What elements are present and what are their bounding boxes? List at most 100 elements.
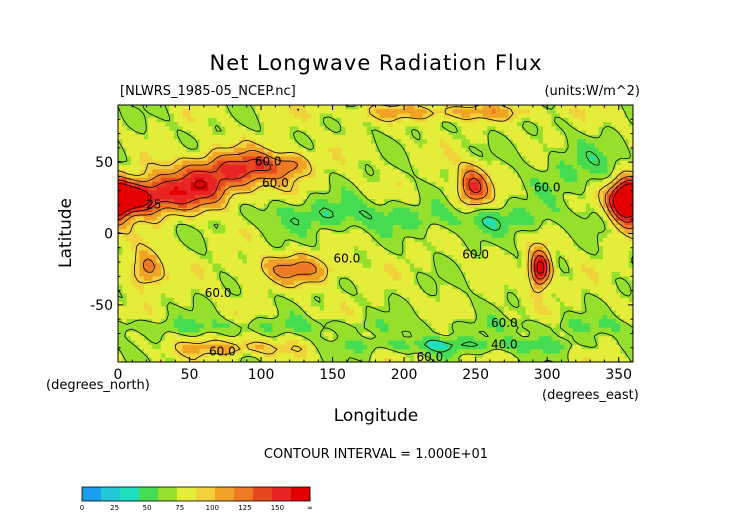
field-cell (499, 160, 505, 166)
field-cell (478, 122, 484, 128)
field-cell (302, 212, 308, 217)
field-cell (551, 242, 557, 247)
field-cell (118, 134, 123, 140)
field-cell (178, 109, 183, 115)
field-cell (581, 182, 587, 187)
field-cell (233, 139, 239, 145)
field-cell (409, 272, 415, 277)
field-cell (311, 233, 317, 239)
field-cell (366, 220, 372, 226)
field-cell (628, 199, 633, 205)
field-cell (392, 220, 398, 226)
field-cell (564, 276, 570, 282)
field-cell (405, 109, 411, 115)
field-cell (392, 199, 398, 205)
field-cell (607, 263, 613, 269)
field-cell (560, 233, 565, 239)
field-cell (542, 134, 548, 140)
field-cell (384, 190, 389, 196)
field-cell (435, 237, 441, 243)
field-cell (221, 117, 226, 123)
field-cell (195, 259, 201, 265)
field-cell (216, 109, 222, 115)
field-cell (268, 199, 274, 205)
field-cell (298, 263, 304, 269)
field-cell (602, 246, 608, 252)
field-cell (225, 169, 231, 175)
field-cell (216, 182, 222, 187)
field-cell (199, 242, 205, 247)
field-cell (405, 186, 411, 192)
field-cell (469, 113, 475, 119)
field-cell (281, 147, 286, 153)
field-cell (422, 250, 428, 256)
field-cell (212, 164, 218, 170)
field-cell (414, 207, 420, 213)
field-cell (276, 152, 282, 157)
field-cell (521, 246, 527, 252)
field-cell (354, 117, 359, 123)
field-cell (148, 186, 153, 192)
field-cell (225, 246, 231, 252)
field-cell (560, 169, 565, 175)
field-cell (525, 143, 531, 149)
field-cell (448, 126, 454, 132)
field-cell (276, 122, 282, 128)
field-cell (345, 186, 351, 192)
field-cell (336, 216, 342, 222)
field-cell (148, 134, 153, 140)
field-cell (186, 203, 192, 209)
field-cell (354, 156, 359, 162)
field-cell (482, 113, 488, 119)
field-cell (341, 220, 347, 226)
field-cell (212, 254, 218, 260)
field-cell (585, 182, 591, 187)
field-cell (530, 122, 535, 128)
field-cell (255, 105, 261, 110)
field-cell (302, 164, 308, 170)
field-cell (448, 203, 454, 209)
field-cell (285, 177, 291, 183)
field-cell (469, 164, 475, 170)
field-cell (298, 224, 304, 230)
field-cell (139, 259, 145, 265)
field-cell (225, 220, 231, 226)
field-cell (345, 194, 351, 200)
field-cell (362, 169, 368, 175)
field-cell (457, 263, 462, 269)
field-cell (122, 259, 128, 265)
field-cell (384, 109, 389, 115)
field-cell (624, 203, 630, 209)
field-cell (203, 139, 209, 145)
field-cell (349, 126, 355, 132)
field-cell (324, 250, 329, 256)
field-cell (504, 199, 510, 205)
field-cell (487, 177, 492, 183)
field-cell (122, 130, 128, 136)
field-cell (396, 177, 402, 183)
field-cell (581, 229, 587, 235)
field-cell (246, 212, 252, 217)
field-cell (469, 254, 475, 260)
field-cell (504, 164, 510, 170)
field-cell (130, 250, 136, 256)
field-cell (281, 105, 286, 110)
field-cell (542, 190, 548, 196)
field-cell (152, 139, 158, 145)
field-cell (242, 272, 248, 277)
field-cell (585, 224, 591, 230)
field-cell (620, 139, 626, 145)
field-cell (530, 207, 535, 213)
field-cell (160, 160, 166, 166)
field-cell (461, 259, 467, 265)
field-cell (392, 147, 398, 153)
field-cell (203, 203, 209, 209)
field-cell (148, 122, 153, 128)
field-cell (422, 207, 428, 213)
field-cell (178, 190, 183, 196)
field-cell (118, 113, 123, 119)
field-cell (482, 276, 488, 282)
field-cell (203, 276, 209, 282)
field-cell (135, 259, 141, 265)
field-cell (366, 177, 372, 183)
